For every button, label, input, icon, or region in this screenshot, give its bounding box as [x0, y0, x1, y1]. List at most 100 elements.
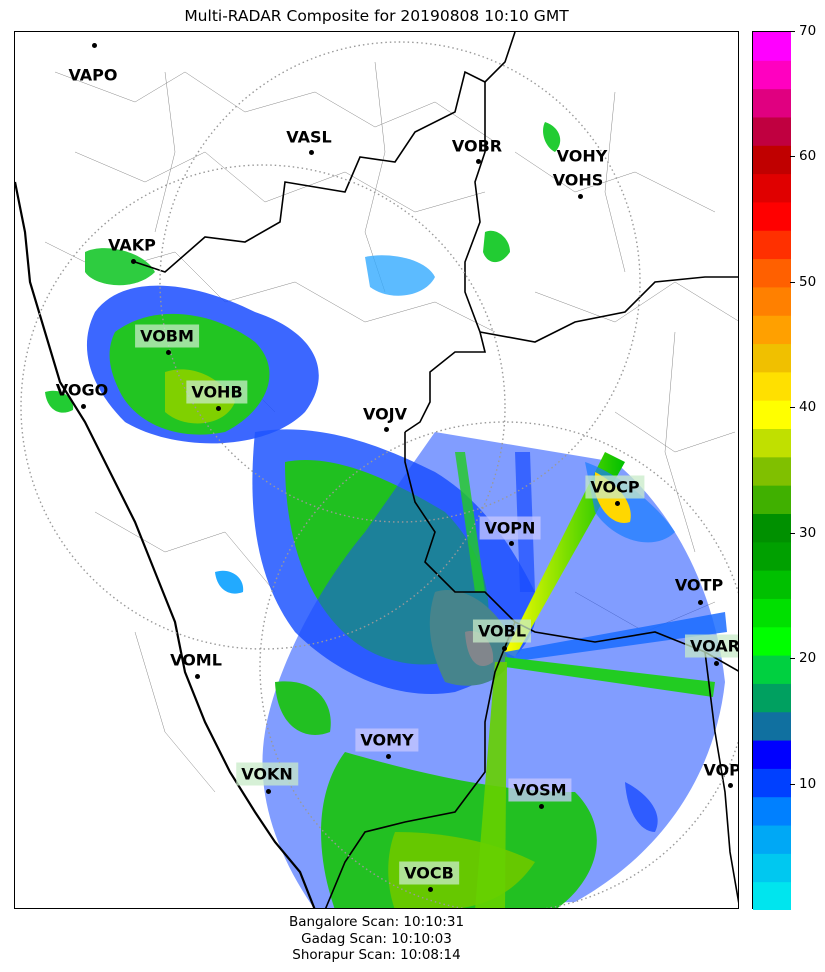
station-marker-vohb — [215, 405, 221, 411]
radar-map: VAPO VASL VOBR VOHY VOHS VAKP VOBM VOGO VOHB VOJV… — [14, 31, 739, 909]
station-marker-vokn — [265, 788, 271, 794]
station-marker-vojv — [383, 426, 389, 432]
colorbar-tick-mark — [790, 532, 795, 534]
scan-time-bangalore: Bangalore Scan: 10:10:31 — [288, 914, 465, 930]
colorbar-tick-label: 20 — [799, 650, 817, 667]
colorbar-band — [753, 796, 791, 826]
station-label-vopn: VOPN — [479, 516, 541, 540]
station-name: VOAR — [685, 634, 738, 658]
colorbar-tick-label: 10 — [799, 775, 817, 792]
colorbar-band — [753, 541, 791, 571]
colorbar-band — [753, 116, 791, 146]
station-name: VOHY — [556, 146, 608, 166]
colorbar-band — [753, 655, 791, 684]
colorbar-tick-label: 70 — [799, 23, 817, 39]
station-name: VOHS — [552, 170, 604, 190]
colorbar-band — [753, 230, 791, 260]
colorbar-band — [753, 145, 791, 175]
colorbar-tick-label: 30 — [799, 524, 817, 541]
colorbar-band — [753, 258, 791, 288]
station-label-vocp: VOCP — [585, 475, 645, 499]
station-label-vogo: VOGO — [51, 379, 113, 402]
station-label-vohs: VOHS — [548, 169, 609, 192]
colorbar-band — [753, 88, 791, 118]
colorbar-band — [753, 456, 791, 486]
station-name: VOPN — [479, 516, 541, 540]
colorbar-band — [753, 485, 791, 514]
colorbar-band — [753, 740, 791, 769]
colorbar-band — [753, 286, 791, 316]
station-marker-vobm — [165, 349, 171, 355]
colorbar-gradient — [753, 32, 791, 910]
station-marker-vohs — [577, 193, 583, 199]
reflectivity-colorbar — [752, 31, 791, 910]
station-label-vobr: VOBR — [447, 135, 507, 158]
station-marker-vopc — [727, 782, 733, 788]
colorbar-band — [753, 570, 791, 599]
colorbar-band — [753, 626, 791, 656]
colorbar-tick-mark — [790, 281, 795, 283]
station-label-vocb: VOCB — [399, 861, 459, 885]
station-label-voml: VOML — [165, 649, 227, 672]
colorbar-band — [753, 371, 791, 401]
colorbar-tick-label: 40 — [799, 399, 817, 416]
colorbar-band — [753, 428, 791, 458]
scan-time-shorapur: Shorapur Scan: 10:08:14 — [292, 947, 461, 963]
map-title: Multi-RADAR Composite for 20190808 10:10… — [184, 7, 569, 25]
station-marker-vosm — [538, 803, 544, 809]
colorbar-band — [753, 60, 791, 90]
station-marker-voml — [194, 673, 200, 679]
colorbar-band — [753, 825, 791, 854]
station-label-vokn: VOKN — [236, 762, 298, 786]
scan-times: Bangalore Scan: 10:10:31 Gadag Scan: 10:… — [14, 914, 739, 964]
radar-range-rings — [20, 41, 738, 908]
station-marker-vakp — [130, 258, 136, 264]
station-name: VOBL — [472, 619, 532, 643]
station-marker-vocp — [614, 500, 620, 506]
station-name: VAKP — [108, 235, 156, 255]
colorbar-band — [753, 400, 791, 430]
station-name: VOML — [170, 650, 222, 670]
station-label-votp: VOTP — [670, 574, 728, 597]
station-name: VOCP — [585, 475, 645, 499]
radar-echoes — [45, 122, 727, 908]
colorbar-tick-mark — [790, 407, 795, 409]
station-marker-vomy — [385, 753, 391, 759]
colorbar-band — [753, 598, 791, 628]
colorbar-band — [753, 343, 791, 373]
station-label-vobm: VOBM — [135, 324, 199, 348]
station-name: VOBM — [135, 324, 199, 348]
station-marker-vobr — [475, 158, 481, 164]
station-name: VOKN — [236, 762, 298, 786]
colorbar-band — [753, 881, 791, 910]
station-label-vopc: VOPC — [698, 759, 738, 782]
station-marker-vocb — [427, 886, 433, 892]
station-label-vasl: VASL — [281, 126, 336, 149]
colorbar-band — [753, 513, 791, 543]
station-name: VOTP — [674, 575, 724, 595]
station-label-vakp: VAKP — [103, 234, 161, 257]
station-label-vomy: VOMY — [355, 728, 419, 752]
colorbar-band — [753, 201, 791, 231]
station-marker-vogo — [80, 403, 86, 409]
state-boundaries — [134, 32, 738, 908]
station-marker-vasl — [308, 149, 314, 155]
station-marker-vapo — [91, 42, 97, 48]
colorbar-band — [753, 173, 791, 203]
station-name: VOPC — [703, 760, 738, 780]
radar-composite-layer — [15, 32, 738, 908]
station-label-vohy: VOHY — [552, 145, 613, 168]
station-marker-votp — [697, 599, 703, 605]
station-label-vapo: VAPO — [63, 64, 122, 87]
station-name: VOBR — [451, 136, 503, 156]
station-name: VOCB — [399, 861, 459, 885]
station-label-vohb: VOHB — [186, 380, 248, 404]
station-label-vojv: VOJV — [358, 403, 412, 426]
station-name: VOHB — [186, 380, 248, 404]
station-name: VOJV — [362, 404, 408, 424]
colorbar-band — [753, 711, 791, 741]
station-name: VOGO — [55, 380, 109, 400]
station-name: VOSM — [508, 778, 572, 802]
colorbar-tick-mark — [790, 156, 795, 158]
station-marker-voar — [713, 660, 719, 666]
